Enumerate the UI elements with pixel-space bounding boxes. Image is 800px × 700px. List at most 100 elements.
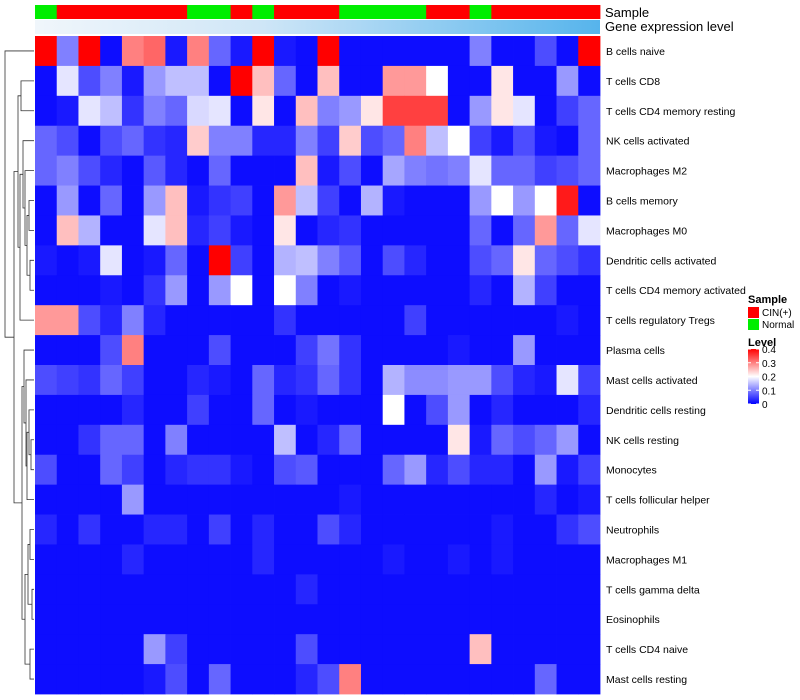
heatmap-cell	[165, 155, 188, 186]
heatmap-cell	[447, 215, 471, 246]
heatmap-cell	[578, 155, 601, 186]
heatmap-cell	[295, 514, 318, 545]
heatmap-cell	[447, 275, 471, 306]
sample-annotation-label: Sample	[605, 5, 649, 20]
row-label: Dendritic cells activated	[606, 255, 716, 267]
heatmap-cell	[556, 305, 579, 336]
heatmap-cell	[447, 394, 471, 426]
heatmap-cell	[556, 275, 579, 306]
heatmap-cell	[35, 65, 58, 97]
heatmap-cell	[426, 335, 449, 366]
sample-annotation-cell	[513, 5, 536, 19]
sample-annotation-cell	[165, 5, 188, 19]
heatmap-cell	[426, 365, 449, 396]
heatmap-cell	[252, 634, 275, 665]
heatmap-cell	[274, 574, 297, 605]
heatmap-cell	[578, 335, 601, 366]
heatmap-cells	[35, 36, 601, 695]
heatmap-cell	[317, 65, 340, 97]
heatmap-cell	[382, 36, 405, 67]
heatmap-cell	[56, 335, 79, 366]
heatmap-cell	[447, 365, 471, 396]
heatmap-cell	[469, 454, 492, 486]
heatmap-cell	[339, 65, 362, 97]
heatmap-cell	[143, 604, 166, 635]
heatmap-cell	[165, 544, 188, 575]
heatmap-cell	[360, 514, 384, 545]
heatmap-cell	[426, 544, 449, 575]
heatmap-cell	[447, 634, 471, 665]
heatmap-cell	[56, 574, 79, 605]
heatmap-cell	[143, 305, 166, 336]
heatmap-cell	[295, 394, 318, 426]
heatmap-cell	[165, 305, 188, 336]
heatmap-cell	[447, 664, 471, 695]
heatmap-cell	[56, 604, 79, 635]
heatmap-cell	[382, 95, 405, 127]
heatmap-cell	[252, 604, 275, 635]
heatmap-cell	[165, 664, 188, 695]
heatmap-cell	[35, 574, 58, 605]
heatmap-cell	[208, 155, 231, 186]
heatmap-cell	[208, 484, 231, 515]
heatmap-cell	[295, 574, 318, 605]
heatmap-cell	[121, 36, 145, 67]
heatmap-cell	[404, 454, 427, 486]
heatmap-cell	[56, 514, 79, 545]
heatmap-cell	[252, 454, 275, 486]
row-label: Macrophages M2	[606, 166, 687, 178]
heatmap-cell	[317, 335, 340, 366]
heatmap-cell	[360, 454, 384, 486]
heatmap-cell	[382, 424, 405, 456]
heatmap-cell	[143, 215, 166, 246]
heatmap-cell	[35, 544, 58, 575]
heatmap-cell	[382, 394, 405, 426]
heatmap-cell	[469, 424, 492, 456]
heatmap-cell	[513, 365, 536, 396]
heatmap-cell	[447, 65, 471, 97]
sample-annotation-cell	[78, 5, 101, 19]
heatmap-cell	[382, 335, 405, 366]
heatmap-cell	[252, 365, 275, 396]
heatmap-cell	[447, 484, 471, 515]
heatmap-cell	[360, 185, 384, 216]
heatmap-cell	[447, 155, 471, 186]
heatmap-cell	[578, 424, 601, 456]
heatmap-cell	[339, 365, 362, 396]
heatmap-cell	[469, 65, 492, 97]
heatmap-cell	[165, 335, 188, 366]
heatmap-cell	[404, 275, 427, 306]
heatmap-cell	[295, 275, 318, 306]
dendrogram-branch	[4, 50, 34, 338]
row-label: Mast cells activated	[606, 375, 698, 387]
heatmap-cell	[230, 155, 253, 186]
heatmap-cell	[187, 514, 210, 545]
heatmap-cell	[78, 65, 101, 97]
heatmap-cell	[187, 335, 210, 366]
heatmap-cell	[187, 215, 210, 246]
heatmap-cell	[382, 514, 405, 545]
heatmap-cell	[491, 305, 514, 336]
heatmap-cell	[274, 65, 297, 97]
sample-annotation-cell	[230, 5, 253, 19]
heatmap-cell	[187, 305, 210, 336]
heatmap-cell	[121, 275, 145, 306]
heatmap-cell	[143, 245, 166, 276]
heatmap-cell	[56, 36, 79, 67]
heatmap-cell	[317, 454, 340, 486]
heatmap-cell	[404, 574, 427, 605]
heatmap-cell	[534, 394, 557, 426]
heatmap-cell	[100, 514, 123, 545]
sample-legend-swatch	[748, 319, 759, 330]
heatmap-cell	[339, 335, 362, 366]
heatmap-cell	[121, 664, 145, 695]
heatmap-cell	[35, 215, 58, 246]
heatmap-cell	[556, 185, 579, 216]
heatmap-cell	[121, 604, 145, 635]
heatmap-cell	[317, 574, 340, 605]
heatmap-cell	[274, 365, 297, 396]
heatmap-cell	[447, 95, 471, 127]
heatmap-cell	[208, 245, 231, 276]
heatmap-cell	[404, 604, 427, 635]
heatmap-cell	[143, 484, 166, 515]
